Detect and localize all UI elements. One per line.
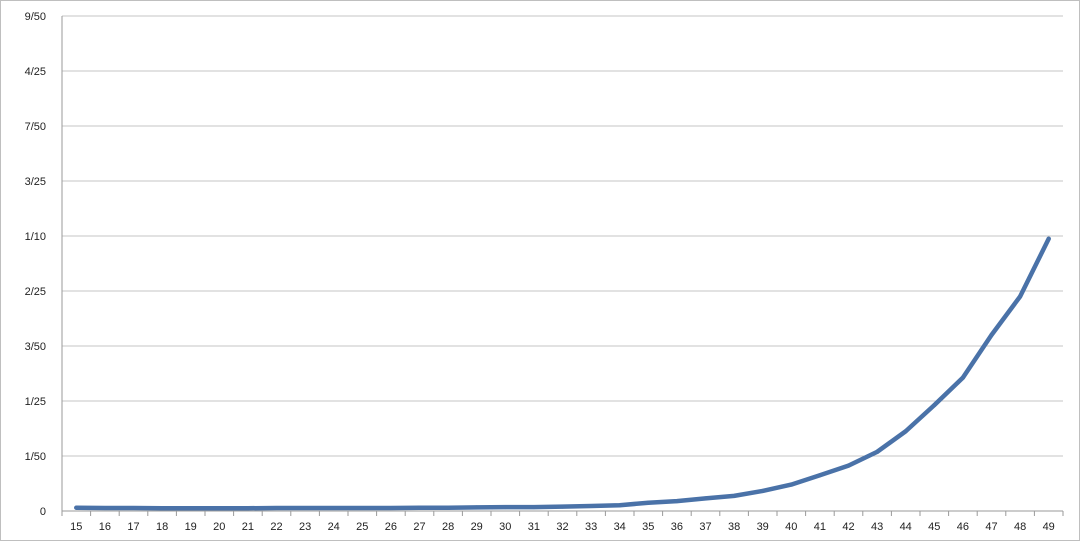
x-tick-label: 47 <box>985 521 997 533</box>
x-tick-label: 37 <box>699 521 711 533</box>
data-point <box>474 505 479 510</box>
data-point <box>274 505 279 510</box>
x-tick-label: 45 <box>928 521 940 533</box>
data-point <box>331 505 336 510</box>
y-tick-label: 1/25 <box>25 396 46 408</box>
data-point <box>131 505 136 510</box>
x-tick-label: 33 <box>585 521 597 533</box>
data-point <box>102 505 107 510</box>
y-tick-label: 3/25 <box>25 176 46 188</box>
data-point <box>188 506 193 511</box>
x-tick-label: 15 <box>70 521 82 533</box>
x-tick-label: 42 <box>842 521 854 533</box>
x-tick-label: 32 <box>556 521 568 533</box>
x-tick-label: 24 <box>328 521 340 533</box>
x-tick-label: 18 <box>156 521 168 533</box>
data-point <box>217 506 222 511</box>
data-point <box>760 488 765 493</box>
data-point <box>417 505 422 510</box>
x-tick-label: 34 <box>614 521 626 533</box>
x-tick-label: 28 <box>442 521 454 533</box>
x-tick-label: 39 <box>757 521 769 533</box>
x-tick-label: 35 <box>642 521 654 533</box>
data-point <box>245 506 250 511</box>
x-tick-label: 16 <box>99 521 111 533</box>
x-tick-label: 36 <box>671 521 683 533</box>
data-point <box>360 505 365 510</box>
data-point <box>646 500 651 505</box>
data-point <box>846 463 851 468</box>
data-point <box>875 449 880 454</box>
y-tick-label: 1/10 <box>25 231 46 243</box>
x-tick-label: 22 <box>270 521 282 533</box>
x-tick-label: 29 <box>471 521 483 533</box>
data-point <box>932 403 937 408</box>
y-tick-label: 1/50 <box>25 451 46 463</box>
x-axis-tick-labels: 15 16 17 18 19 20 21 22 23 24 25 26 27 28 29 30 31 32 33 34… <box>70 521 1055 533</box>
data-point <box>703 496 708 501</box>
data-point <box>503 505 508 510</box>
x-tick-label: 48 <box>1014 521 1026 533</box>
data-point <box>817 473 822 478</box>
x-tick-label: 38 <box>728 521 740 533</box>
x-tick-label: 44 <box>900 521 912 533</box>
data-point <box>446 505 451 510</box>
data-point <box>674 499 679 504</box>
gridlines <box>61 15 1064 516</box>
x-tick-label: 49 <box>1043 521 1055 533</box>
data-point <box>160 506 165 511</box>
x-tick-label: 46 <box>957 521 969 533</box>
series-layer <box>74 236 1051 511</box>
data-point <box>560 504 565 509</box>
data-point <box>74 505 79 510</box>
data-point <box>1046 236 1051 241</box>
data-point <box>303 505 308 510</box>
data-point <box>589 504 594 509</box>
y-tick-label: 0 <box>40 506 46 518</box>
x-tick-label: 40 <box>785 521 797 533</box>
data-point <box>1018 294 1023 299</box>
data-point <box>531 505 536 510</box>
y-tick-label: 9/50 <box>25 11 46 23</box>
y-tick-label: 4/25 <box>25 66 46 78</box>
x-tick-label: 17 <box>127 521 139 533</box>
x-tick-label: 23 <box>299 521 311 533</box>
x-tick-label: 21 <box>242 521 254 533</box>
data-point <box>732 493 737 498</box>
y-tick-label: 3/50 <box>25 341 46 353</box>
y-axis-tick-labels: 0 1/50 1/25 3/50 2/25 1/10 3/25 7/50 4/25 9/50 <box>25 11 46 518</box>
x-tick-label: 25 <box>356 521 368 533</box>
x-tick-label: 26 <box>385 521 397 533</box>
data-point <box>903 429 908 434</box>
data-point <box>617 503 622 508</box>
series-line <box>74 236 1051 511</box>
x-tick-label: 20 <box>213 521 225 533</box>
data-point <box>789 482 794 487</box>
x-tick-label: 31 <box>528 521 540 533</box>
y-tick-label: 7/50 <box>25 121 46 133</box>
data-point <box>388 505 393 510</box>
x-tick-label: 30 <box>499 521 511 533</box>
y-tick-label: 2/25 <box>25 286 46 298</box>
x-tick-label: 41 <box>814 521 826 533</box>
x-tick-label: 19 <box>185 521 197 533</box>
data-point <box>989 333 994 337</box>
x-tick-label: 43 <box>871 521 883 533</box>
x-tick-label: 27 <box>413 521 425 533</box>
data-point <box>960 375 965 380</box>
